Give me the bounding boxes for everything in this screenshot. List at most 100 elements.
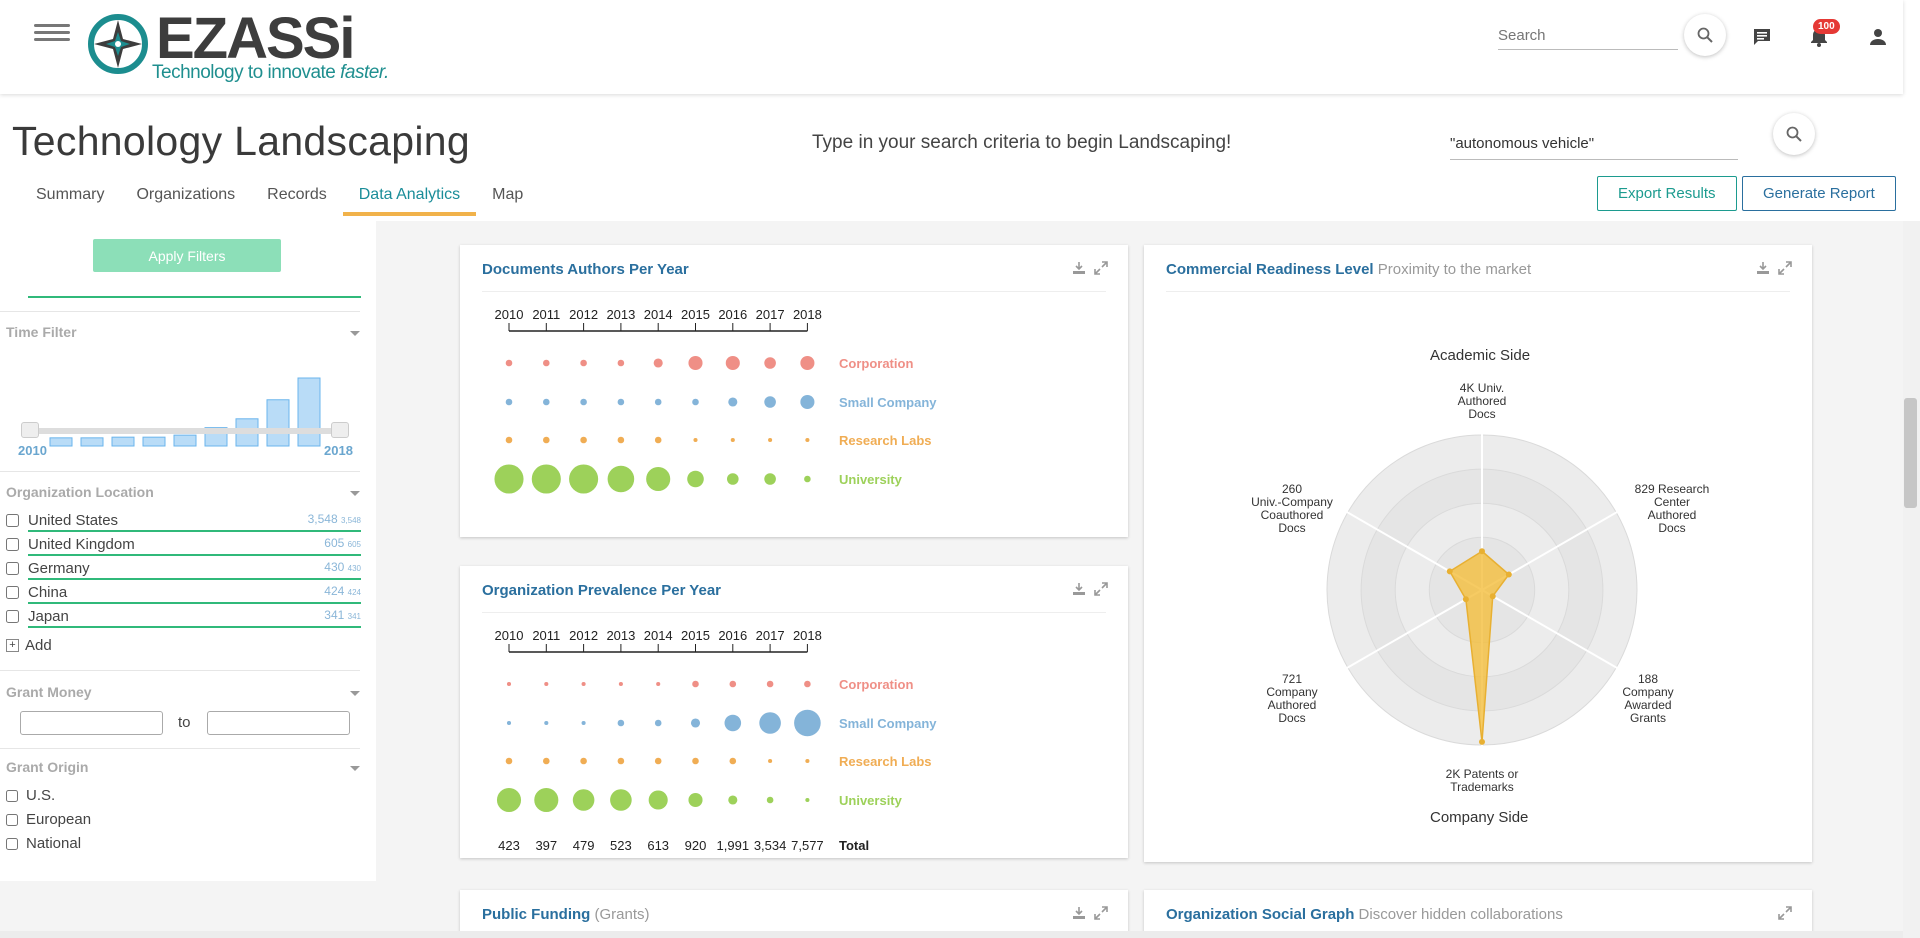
bubble[interactable] [543, 398, 550, 406]
bubble[interactable] [531, 464, 561, 494]
bubble[interactable] [692, 757, 699, 765]
location-item[interactable]: United Kingdom 605 605 [6, 535, 361, 557]
tab-map[interactable]: Map [492, 186, 524, 203]
bubble[interactable] [654, 436, 662, 444]
bubble[interactable] [730, 437, 735, 443]
bubble[interactable] [544, 681, 549, 687]
tab-summary[interactable]: Summary [36, 186, 105, 203]
tab-organizations[interactable]: Organizations [136, 186, 236, 203]
bubble[interactable] [794, 709, 821, 737]
generate-report-button[interactable]: Generate Report [1742, 176, 1896, 211]
bubble[interactable] [580, 398, 587, 406]
bubble[interactable] [581, 681, 586, 687]
expand-icon[interactable] [1094, 261, 1108, 275]
chat-button[interactable] [1749, 24, 1775, 50]
bubble[interactable] [688, 792, 703, 808]
bubble[interactable] [569, 464, 599, 494]
bubble[interactable] [572, 789, 595, 811]
bubble[interactable] [692, 680, 699, 688]
bubble[interactable] [692, 398, 699, 406]
bubble[interactable] [724, 714, 742, 732]
location-item[interactable]: United States 3,548 3,548 [6, 511, 361, 533]
expand-icon[interactable] [1778, 261, 1792, 275]
bubble[interactable] [506, 681, 512, 687]
bubble[interactable] [728, 397, 738, 407]
expand-icon[interactable] [1778, 906, 1792, 920]
bubble[interactable] [768, 758, 773, 764]
location-checkbox[interactable] [6, 538, 19, 551]
add-location-button[interactable]: + Add [6, 637, 52, 654]
chevron-down-icon[interactable] [350, 491, 360, 496]
bubble[interactable] [654, 757, 662, 765]
tab-data-analytics[interactable]: Data Analytics [342, 180, 477, 216]
bubble[interactable] [607, 465, 635, 493]
bubble[interactable] [618, 681, 623, 687]
bubble[interactable] [727, 473, 739, 485]
bubble[interactable] [805, 758, 810, 764]
grant-origin-item[interactable]: European [6, 811, 91, 828]
bubble[interactable] [728, 795, 738, 805]
apply-filters-button[interactable]: Apply Filters [93, 239, 281, 272]
bubble[interactable] [766, 680, 774, 688]
bubble[interactable] [766, 796, 774, 804]
bubble[interactable] [804, 680, 811, 688]
bubble[interactable] [617, 359, 625, 367]
download-icon[interactable] [1072, 582, 1086, 596]
time-slider-track[interactable] [30, 428, 338, 434]
bubble[interactable] [654, 719, 662, 727]
grant-min-input[interactable] [20, 711, 163, 735]
bubble[interactable] [581, 720, 586, 726]
download-icon[interactable] [1756, 261, 1770, 275]
bubble[interactable] [617, 436, 625, 444]
bubble[interactable] [729, 680, 737, 688]
bubble[interactable] [654, 398, 662, 406]
radar-point[interactable] [1505, 571, 1512, 578]
bubble[interactable] [805, 437, 810, 443]
bubble[interactable] [534, 787, 559, 813]
top-search-input[interactable] [1498, 22, 1678, 50]
grant-origin-checkbox[interactable] [6, 838, 18, 851]
grant-origin-checkbox[interactable] [6, 814, 18, 827]
grant-origin-item[interactable]: U.S. [6, 787, 55, 804]
location-checkbox[interactable] [6, 610, 19, 623]
account-button[interactable] [1865, 24, 1891, 50]
bubble[interactable] [800, 355, 815, 371]
bubble[interactable] [505, 757, 513, 765]
download-icon[interactable] [1072, 261, 1086, 275]
bubble[interactable] [759, 712, 781, 734]
location-checkbox[interactable] [6, 514, 19, 527]
bubble[interactable] [617, 719, 625, 727]
bubble[interactable] [494, 464, 524, 494]
bubble[interactable] [506, 720, 512, 726]
location-checkbox[interactable] [6, 562, 19, 575]
time-slider-start-handle[interactable] [21, 422, 39, 438]
bubble[interactable] [646, 466, 671, 492]
bubble[interactable] [725, 355, 740, 371]
radar-point[interactable] [1489, 593, 1496, 600]
bubble[interactable] [653, 358, 663, 368]
bubble[interactable] [693, 437, 698, 443]
bubble[interactable] [805, 797, 810, 803]
bubble[interactable] [687, 470, 704, 488]
radar-point[interactable] [1446, 568, 1453, 575]
bubble[interactable] [617, 757, 625, 765]
scrollbar-track[interactable] [1903, 221, 1920, 938]
top-search-button[interactable] [1684, 14, 1726, 56]
download-icon[interactable] [1072, 906, 1086, 920]
location-item[interactable]: China 424 424 [6, 583, 361, 605]
bubble[interactable] [505, 436, 513, 444]
radar-point[interactable] [1479, 548, 1485, 555]
radar-point[interactable] [1462, 596, 1469, 603]
bubble[interactable] [543, 436, 550, 444]
bubble[interactable] [690, 718, 701, 728]
bubble[interactable] [764, 473, 776, 485]
bubble[interactable] [617, 398, 625, 406]
chevron-down-icon[interactable] [350, 766, 360, 771]
bubble[interactable] [610, 789, 632, 811]
logo[interactable]: EZASSi Technology to innovate faster. [88, 6, 398, 86]
bubble[interactable] [764, 357, 776, 369]
location-checkbox[interactable] [6, 586, 19, 599]
bubble[interactable] [688, 355, 703, 371]
tab-records[interactable]: Records [267, 186, 327, 203]
bubble[interactable] [729, 757, 737, 765]
